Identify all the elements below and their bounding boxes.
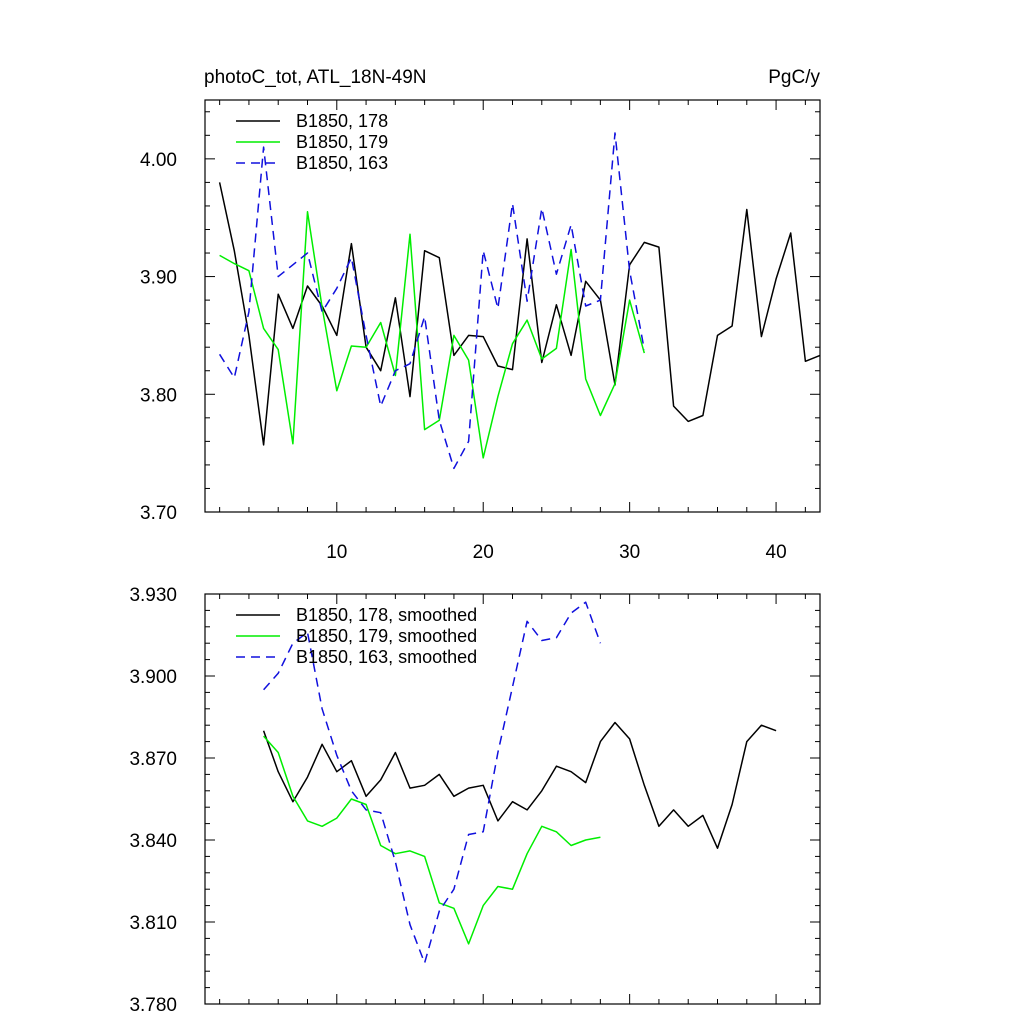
top-x-tick-label: 20 xyxy=(473,542,494,563)
bottom-y-tick-label: 3.870 xyxy=(129,749,177,770)
top-y-tick-label: 4.00 xyxy=(140,150,177,171)
bottom-y-tick-label: 3.780 xyxy=(129,995,177,1016)
chart-title-left: photoC_tot, ATL_18N-49N xyxy=(204,67,427,88)
bottom-y-tick-label: 3.900 xyxy=(129,667,177,688)
top-series-line-3 xyxy=(218,132,646,470)
top-y-tick-label: 3.70 xyxy=(140,503,177,524)
bottom-series-line-2 xyxy=(263,735,601,945)
top-y-tick-label: 3.90 xyxy=(140,268,177,289)
bottom-y-tick-label: 3.840 xyxy=(129,831,177,852)
bottom-y-tick-label: 3.930 xyxy=(129,585,177,606)
top-legend-label-3: B1850, 163 xyxy=(296,153,388,173)
bottom-legend-label-3: B1850, 163, smoothed xyxy=(296,647,477,667)
top-series-line-1 xyxy=(218,182,821,446)
bottom-series-line-1 xyxy=(262,721,777,849)
chart-title-right: PgC/y xyxy=(768,67,820,88)
top-y-tick-label: 3.80 xyxy=(140,385,177,406)
bottom-legend-label-2: B1850, 179, smoothed xyxy=(296,626,477,646)
bottom-y-tick-label: 3.810 xyxy=(129,913,177,934)
top-legend-label-1: B1850, 178 xyxy=(296,111,388,131)
top-x-tick-label: 30 xyxy=(619,542,640,563)
bottom-series-line-3 xyxy=(263,601,602,964)
top-x-tick-label: 10 xyxy=(326,542,347,563)
top-series-line-2 xyxy=(219,211,646,459)
top-x-tick-label: 40 xyxy=(766,542,787,563)
top-legend-label-2: B1850, 179 xyxy=(296,132,388,152)
bottom-plot: 3.780 3.810 3.840 3.870 3.900 3.930 B1850, 178… xyxy=(129,585,821,1016)
bottom-legend-label-1: B1850, 178, smoothed xyxy=(296,605,477,625)
